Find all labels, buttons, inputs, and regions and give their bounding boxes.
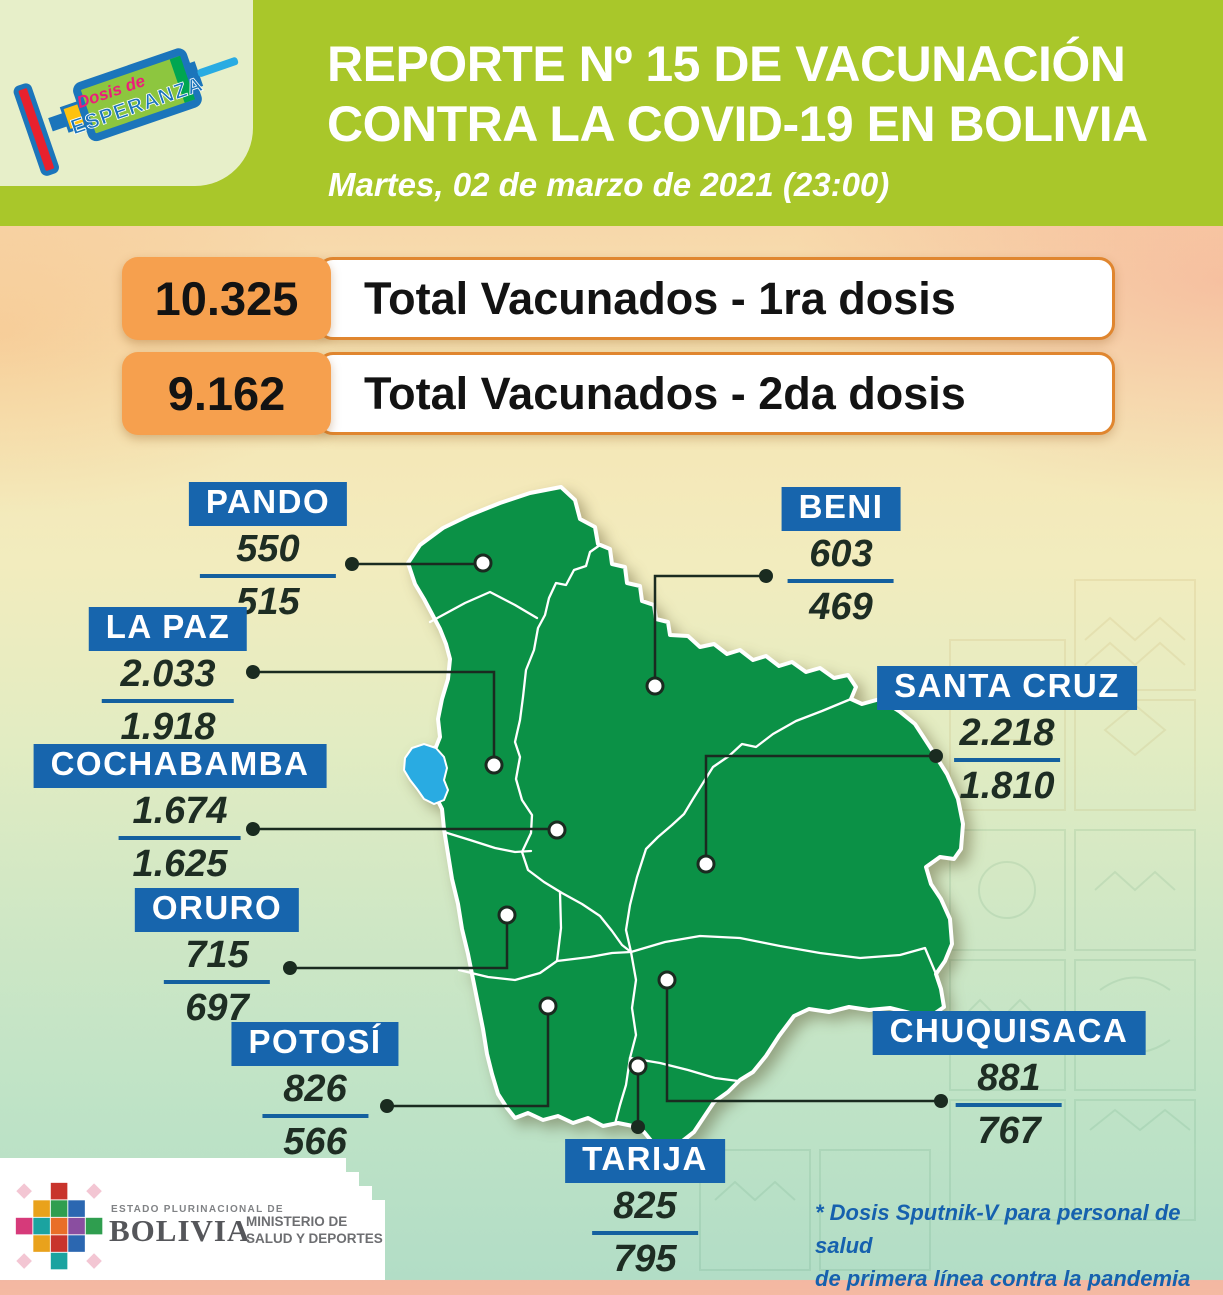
total-dose1-label: Total Vacunados - 1ra dosis bbox=[317, 257, 1115, 340]
department-callout-potosi: POTOSÍ 826 566 bbox=[231, 1022, 399, 1163]
fraction-divider bbox=[164, 979, 270, 984]
report-title-line1: REPORTE Nº 15 DE VACUNACIÓN bbox=[327, 36, 1126, 92]
connector-potosi bbox=[387, 1006, 550, 1108]
dose2-value: 697 bbox=[185, 986, 249, 1029]
ministry-line2: SALUD Y DEPORTES bbox=[246, 1231, 383, 1246]
dose2-value: 1.918 bbox=[120, 705, 216, 748]
ministry-line1: MINISTERIO DE bbox=[246, 1214, 348, 1229]
dose1-value: 603 bbox=[809, 532, 873, 575]
footer-bolivia-wordmark: BOLIVIA bbox=[109, 1213, 251, 1248]
syringe-logo: Dosis de ESPERANZA bbox=[13, 48, 239, 176]
fraction-divider bbox=[788, 578, 894, 583]
fraction-divider bbox=[199, 573, 336, 578]
report-title-line2: CONTRA LA COVID-19 EN BOLIVIA bbox=[327, 96, 1148, 152]
dose2-value: 1.810 bbox=[959, 764, 1055, 807]
fraction-divider bbox=[954, 757, 1060, 762]
department-name-badge: ORURO bbox=[134, 888, 300, 932]
total-dose1-value: 10.325 bbox=[122, 257, 331, 340]
header: Dosis de ESPERANZA REPORTE Nº 15 DE VACU… bbox=[0, 0, 1223, 226]
dose1-value: 826 bbox=[283, 1067, 347, 1110]
department-name-badge: COCHABAMBA bbox=[33, 744, 327, 788]
department-borders bbox=[428, 543, 938, 1126]
dose1-value: 550 bbox=[236, 527, 300, 570]
callout-connectors bbox=[253, 562, 941, 1127]
map-of-bolivia bbox=[402, 485, 965, 1150]
department-callout-la-paz: LA PAZ 2.033 1.918 bbox=[88, 607, 248, 748]
total-dose1-bar: 10.325 Total Vacunados - 1ra dosis bbox=[122, 257, 1115, 340]
connector-la-paz bbox=[253, 670, 496, 765]
total-dose2-value: 9.162 bbox=[122, 352, 331, 435]
dose1-value: 2.218 bbox=[959, 711, 1055, 754]
dose2-value: 795 bbox=[613, 1237, 677, 1280]
fraction-divider bbox=[591, 1230, 698, 1235]
footnote-line1: * Dosis Sputnik-V para personal de salud bbox=[815, 1200, 1181, 1258]
fraction-divider bbox=[955, 1102, 1062, 1107]
dose2-value: 767 bbox=[977, 1109, 1041, 1152]
dose1-value: 1.674 bbox=[132, 789, 228, 832]
department-name-badge: LA PAZ bbox=[88, 607, 248, 651]
connector-beni bbox=[653, 574, 766, 686]
department-callout-oruro: ORURO 715 697 bbox=[134, 888, 300, 1029]
connector-oruro bbox=[290, 915, 509, 970]
total-dose2-bar: 9.162 Total Vacunados - 2da dosis bbox=[122, 352, 1115, 435]
connector-end-dots bbox=[246, 557, 948, 1134]
footnote-line2: de primera línea contra la pandemia bbox=[815, 1266, 1191, 1291]
campaign-logo-panel: Dosis de ESPERANZA bbox=[0, 0, 253, 186]
dose1-value: 2.033 bbox=[120, 652, 216, 695]
department-callout-chuquisaca: CHUQUISACA 881 767 bbox=[872, 1011, 1146, 1152]
totals-section: 10.325 Total Vacunados - 1ra dosis 9.162… bbox=[122, 257, 1115, 447]
connector-santa-cruz bbox=[704, 754, 936, 864]
department-callout-cochabamba: COCHABAMBA 1.674 1.625 bbox=[33, 744, 327, 885]
map-location-dots bbox=[473, 553, 716, 1076]
lake-titicaca bbox=[402, 742, 450, 806]
report-date: Martes, 02 de marzo de 2021 (23:00) bbox=[328, 166, 890, 203]
dose2-value: 566 bbox=[283, 1120, 347, 1163]
department-callout-tarija: TARIJA 825 795 bbox=[565, 1139, 725, 1279]
dose1-value: 881 bbox=[977, 1056, 1041, 1099]
department-name-badge: CHUQUISACA bbox=[872, 1011, 1146, 1055]
department-name-badge: SANTA CRUZ bbox=[877, 666, 1137, 710]
department-name-badge: TARIJA bbox=[565, 1139, 725, 1183]
department-callout-pando: PANDO 550 515 bbox=[188, 482, 348, 622]
bolivia-coat-of-arms-icon bbox=[15, 1182, 103, 1270]
fraction-divider bbox=[262, 1113, 368, 1118]
footer-ministry-text: MINISTERIO DE SALUD Y DEPORTES bbox=[246, 1213, 383, 1247]
department-name-badge: POTOSÍ bbox=[231, 1022, 399, 1066]
department-name-badge: BENI bbox=[781, 487, 901, 531]
dose2-value: 469 bbox=[809, 585, 873, 628]
report-title: REPORTE Nº 15 DE VACUNACIÓN CONTRA LA CO… bbox=[327, 34, 1148, 154]
department-name-badge: PANDO bbox=[188, 482, 348, 526]
bolivia-outline bbox=[406, 485, 965, 1150]
department-callout-beni: BENI 603 469 bbox=[781, 487, 901, 628]
dose1-value: 715 bbox=[185, 933, 249, 976]
fraction-divider bbox=[119, 835, 241, 840]
dose1-value: 825 bbox=[613, 1184, 677, 1227]
sputnik-footnote: * Dosis Sputnik-V para personal de salud… bbox=[815, 1196, 1223, 1295]
connector-chuquisaca bbox=[665, 980, 941, 1103]
department-callout-santa-cruz: SANTA CRUZ 2.218 1.810 bbox=[877, 666, 1137, 806]
fraction-divider bbox=[101, 698, 234, 703]
footer-estado-text: ESTADO PLURINACIONAL DE bbox=[111, 1204, 284, 1215]
dose2-value: 1.625 bbox=[132, 842, 228, 885]
total-dose2-label: Total Vacunados - 2da dosis bbox=[317, 352, 1115, 435]
